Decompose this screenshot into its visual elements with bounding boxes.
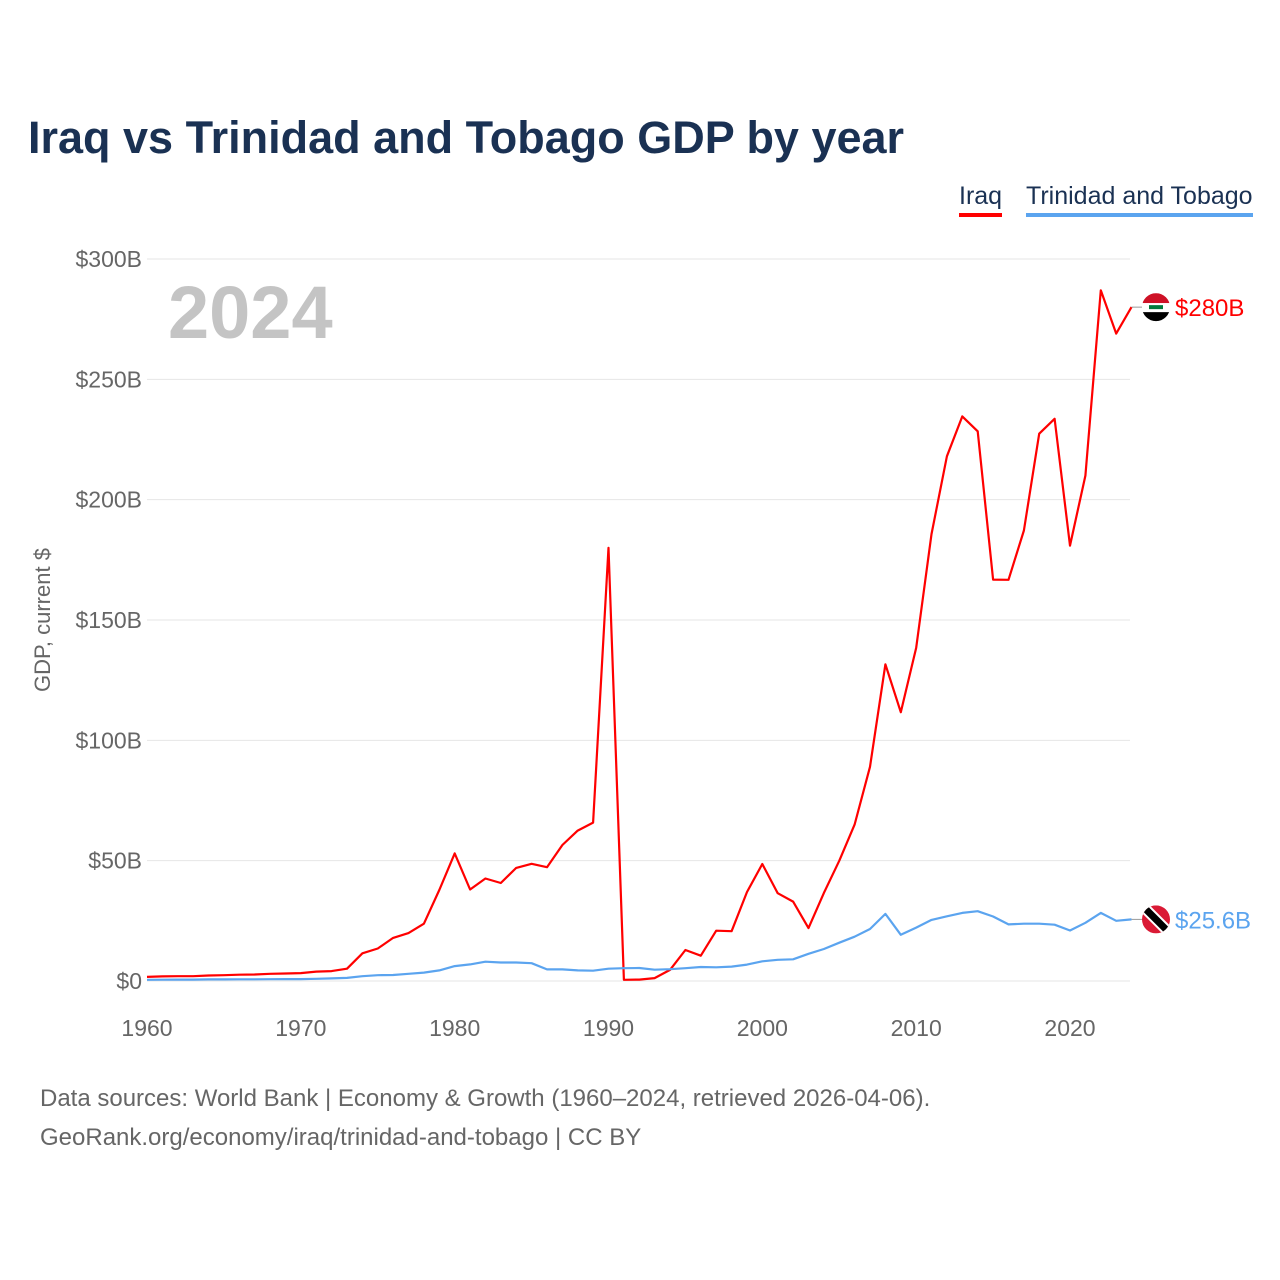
y-tick-label: $250B xyxy=(75,366,142,392)
x-tick-label: 1980 xyxy=(429,1015,480,1041)
end-value-label: $280B xyxy=(1175,295,1244,322)
y-tick-label: $100B xyxy=(75,727,142,753)
x-tick-label: 1990 xyxy=(583,1015,634,1041)
trinidad-and-tobago-flag-icon xyxy=(1142,905,1170,934)
flag-stripe-red xyxy=(1142,293,1170,304)
y-axis-label: GDP, current $ xyxy=(30,548,55,692)
y-tick-label: $200B xyxy=(75,487,142,513)
source-line-2: GeoRank.org/economy/iraq/trinidad-and-to… xyxy=(40,1124,642,1151)
y-tick-label: $0 xyxy=(116,968,142,994)
legend-iraq[interactable]: Iraq xyxy=(959,182,1003,217)
flag-body xyxy=(1142,293,1170,322)
chart-title: Iraq vs Trinidad and Tobago GDP by year xyxy=(28,112,905,163)
flag-body xyxy=(1142,905,1170,934)
flag-black-band xyxy=(1142,905,1170,934)
flag-script xyxy=(1149,305,1163,310)
line-chart: 2024 GDP, current $ $0 $50B $100B $150B $200… xyxy=(30,246,1251,1041)
x-tick-label: 2020 xyxy=(1044,1015,1095,1041)
end-value-label: $25.6B xyxy=(1175,907,1251,934)
x-tick-label: 1970 xyxy=(275,1015,326,1041)
x-tick-label: 1960 xyxy=(121,1015,172,1041)
y-tick-label: $50B xyxy=(88,848,142,874)
x-tick-label: 2000 xyxy=(737,1015,788,1041)
year-watermark: 2024 xyxy=(168,271,333,354)
iraq-flag-icon xyxy=(1142,293,1170,322)
y-tick-label: $300B xyxy=(75,246,142,272)
x-tick-label: 2010 xyxy=(891,1015,942,1041)
source-line-1: Data sources: World Bank | Economy & Gro… xyxy=(40,1085,931,1112)
legend-trinidad-and-tobago[interactable]: Trinidad and Tobago xyxy=(1026,182,1253,217)
series-line-iraq xyxy=(146,289,1133,981)
series-line-trinidad-and-tobago xyxy=(146,910,1132,981)
flag-stripe-black xyxy=(1142,312,1170,322)
y-tick-label: $150B xyxy=(75,607,142,633)
